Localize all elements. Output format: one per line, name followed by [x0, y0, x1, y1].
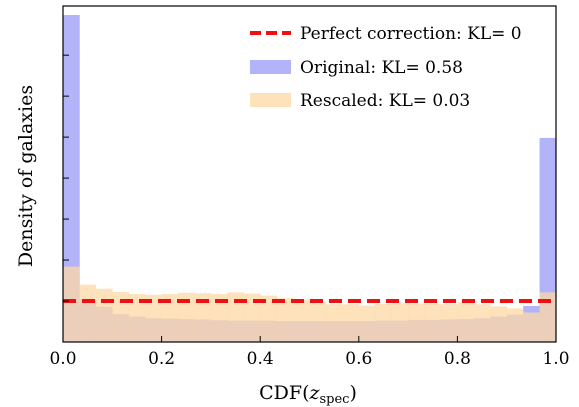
histogram-bar [63, 266, 80, 342]
histogram-bar [440, 304, 458, 342]
histogram-bar [145, 294, 162, 342]
histogram-bar [523, 312, 540, 342]
histogram-bar [539, 292, 557, 342]
y-axis-ticks [63, 54, 69, 302]
histogram-bar [293, 299, 310, 342]
legend-label-original: Original: KL= 0.58 [300, 58, 463, 78]
histogram-bar [424, 303, 442, 342]
rescaled-histogram [63, 266, 557, 342]
histogram-bar [79, 284, 97, 342]
x-axis-ticks: 0.0 0.2 0.4 0.6 0.8 1.0 [49, 336, 570, 369]
histogram-bar [227, 292, 245, 342]
legend-label-perfect: Perfect correction: KL= 0 [300, 24, 522, 44]
histogram-bar [95, 288, 113, 342]
x-tick-label: 1.0 [542, 349, 569, 369]
histogram-bar [243, 293, 261, 342]
histogram-bar [178, 292, 195, 342]
y-axis-label: Density of galaxies [15, 85, 37, 267]
x-tick-label: 0.4 [247, 349, 274, 369]
histogram-bar [210, 294, 228, 342]
histogram-bar [506, 308, 524, 342]
x-tick-label: 0.2 [148, 349, 175, 369]
histogram-bar [128, 294, 146, 342]
histogram-bar [490, 306, 507, 342]
histogram-bar [309, 302, 327, 342]
histogram-bar [473, 304, 491, 342]
histogram-bar [391, 303, 409, 342]
histogram-bar [194, 293, 212, 342]
plot-frame [62, 5, 557, 343]
legend: Perfect correction: KL= 0 Original: KL= … [250, 24, 522, 111]
histogram-bar [375, 303, 392, 342]
histogram-bar [408, 303, 425, 342]
x-tick-label: 0.6 [345, 349, 372, 369]
legend-label-rescaled: Rescaled: KL= 0.03 [300, 91, 470, 111]
legend-swatch-original [250, 60, 291, 74]
histogram-bar [276, 298, 294, 342]
histogram-bar [161, 294, 179, 342]
histogram-bar [342, 304, 360, 342]
x-axis-label: CDF(zspec) [259, 382, 357, 407]
x-tick-label: 0.8 [444, 349, 471, 369]
x-tick-label: 0.0 [49, 349, 76, 369]
legend-swatch-rescaled [250, 93, 291, 107]
histogram-bar [457, 302, 475, 342]
histogram-bar [260, 295, 277, 342]
histogram-bar [358, 305, 376, 342]
histogram-bar [539, 137, 557, 342]
histogram-bar [112, 292, 130, 342]
histogram-bar [325, 304, 343, 342]
